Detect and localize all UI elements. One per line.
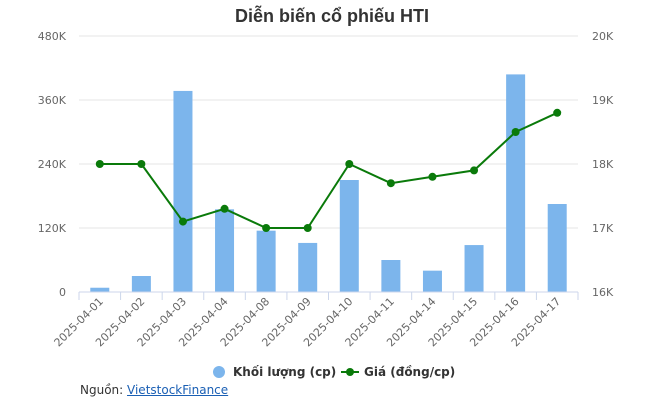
y-right-tick-label: 16K bbox=[592, 286, 614, 299]
volume-bars bbox=[90, 74, 567, 293]
legend-volume-label[interactable]: Khối lượng (cp) bbox=[233, 365, 336, 379]
price-point[interactable] bbox=[137, 160, 146, 168]
legend: Khối lượng (cp) Giá (đồng/cp) bbox=[213, 365, 455, 379]
price-point[interactable] bbox=[303, 224, 312, 232]
price-point[interactable] bbox=[553, 108, 562, 117]
volume-bar[interactable] bbox=[298, 242, 318, 292]
price-point[interactable] bbox=[220, 204, 229, 213]
price-point[interactable] bbox=[178, 217, 187, 226]
y-left-tick-label: 240K bbox=[38, 158, 67, 171]
y-left-tick-label: 120K bbox=[38, 222, 67, 235]
volume-bar[interactable] bbox=[547, 204, 567, 292]
price-point[interactable] bbox=[262, 224, 271, 232]
source-note: Nguồn: VietstockFinance bbox=[80, 383, 228, 397]
y-left-tick-label: 480K bbox=[38, 30, 67, 43]
volume-bar[interactable] bbox=[256, 230, 276, 292]
price-point[interactable] bbox=[470, 166, 479, 175]
chart-title: Diễn biến cổ phiếu HTI bbox=[235, 5, 429, 26]
price-point[interactable] bbox=[511, 128, 520, 136]
volume-bar[interactable] bbox=[173, 90, 193, 292]
y-left-tick-label: 0 bbox=[59, 286, 66, 299]
volume-bar[interactable] bbox=[90, 287, 110, 292]
legend-price-label[interactable]: Giá (đồng/cp) bbox=[364, 365, 455, 379]
price-line bbox=[95, 108, 562, 232]
source-link[interactable]: VietstockFinance bbox=[127, 383, 229, 397]
price-point[interactable] bbox=[428, 172, 437, 181]
source-label: Nguồn: bbox=[80, 383, 124, 397]
price-point[interactable] bbox=[386, 179, 395, 188]
volume-bar[interactable] bbox=[506, 74, 526, 293]
y-left-tick-label: 360K bbox=[38, 94, 67, 107]
volume-bar[interactable] bbox=[339, 180, 359, 292]
volume-bar[interactable] bbox=[131, 276, 151, 292]
volume-bar[interactable] bbox=[215, 209, 235, 292]
y-right-tick-label: 19K bbox=[592, 94, 614, 107]
axes: 0120K240K360K480K16K17K18K19K20K2025-04-… bbox=[38, 30, 614, 349]
volume-bar[interactable] bbox=[464, 245, 484, 292]
gridlines bbox=[79, 35, 578, 293]
price-line-path bbox=[99, 111, 558, 229]
y-right-tick-label: 17K bbox=[592, 222, 614, 235]
price-point[interactable] bbox=[345, 160, 354, 168]
price-point[interactable] bbox=[95, 160, 104, 168]
y-right-tick-label: 20K bbox=[592, 30, 614, 43]
legend-volume-swatch bbox=[213, 366, 225, 378]
y-right-tick-label: 18K bbox=[592, 158, 614, 171]
legend-price-marker bbox=[346, 368, 354, 376]
volume-bar[interactable] bbox=[422, 270, 442, 292]
volume-bar[interactable] bbox=[381, 260, 401, 292]
